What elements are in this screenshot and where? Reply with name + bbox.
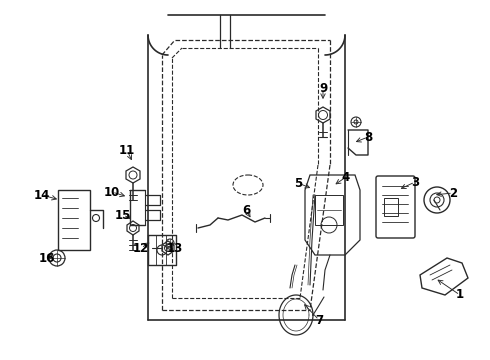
Text: 12: 12 (133, 242, 149, 255)
Bar (58, 190, 90, 250)
Text: 13: 13 (167, 242, 183, 255)
Text: 8: 8 (364, 131, 372, 144)
Text: 3: 3 (411, 176, 419, 189)
Text: 14: 14 (34, 189, 50, 202)
Text: 5: 5 (294, 176, 302, 189)
Text: 2: 2 (449, 186, 457, 199)
Text: 1: 1 (456, 288, 464, 302)
Text: 15: 15 (115, 208, 131, 221)
Text: 16: 16 (39, 252, 55, 265)
Text: 4: 4 (342, 171, 350, 184)
Text: 11: 11 (119, 144, 135, 157)
Text: 10: 10 (104, 185, 120, 198)
Text: 9: 9 (319, 81, 327, 95)
Text: 6: 6 (242, 203, 250, 216)
Bar (384, 198, 398, 216)
Text: 7: 7 (315, 314, 323, 327)
Bar (315, 195, 343, 225)
